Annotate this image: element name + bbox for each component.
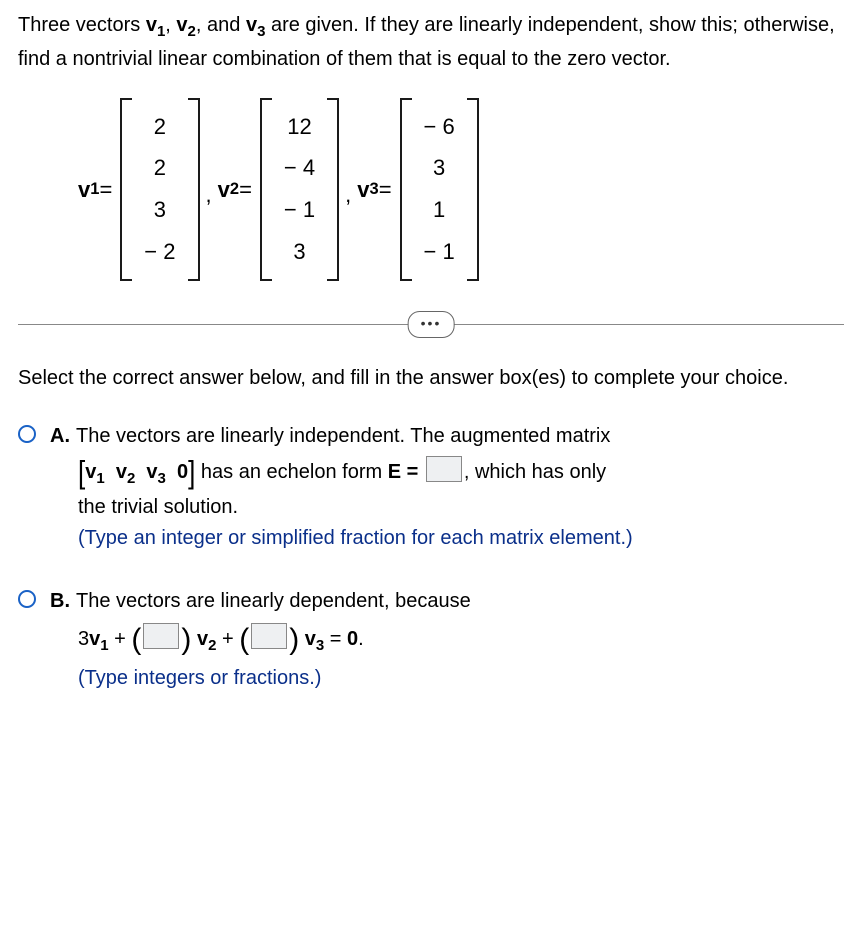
rbracket-icon: ] bbox=[188, 448, 195, 496]
sep2: , bbox=[345, 178, 351, 211]
option-a[interactable]: A. The vectors are linearly independent. … bbox=[18, 421, 844, 554]
question-text: Three vectors v1, v2, and v3 are given. … bbox=[18, 10, 844, 74]
instructions: Select the correct answer below, and fil… bbox=[18, 363, 844, 393]
bracket-left-icon bbox=[260, 98, 274, 281]
opt-b-t1: The vectors are linearly dependent, beca… bbox=[76, 590, 471, 612]
bracket-right-icon bbox=[465, 98, 479, 281]
bracket-left-icon bbox=[120, 98, 134, 281]
sep1: , bbox=[206, 178, 212, 211]
bracket-right-icon bbox=[325, 98, 339, 281]
option-b[interactable]: B. The vectors are linearly dependent, be… bbox=[18, 586, 844, 695]
v3-label: v3 = bbox=[357, 173, 391, 206]
opt-a-letter: A. bbox=[50, 425, 70, 447]
v2-label: v2 = bbox=[218, 173, 252, 206]
q-c2: , and bbox=[196, 14, 246, 36]
q-v2: v bbox=[176, 14, 187, 36]
q-v1: v bbox=[146, 14, 157, 36]
rparen-icon: ) bbox=[289, 623, 299, 656]
answer-box-echelon[interactable] bbox=[426, 456, 462, 482]
q-l1a: Three vectors bbox=[18, 14, 146, 36]
opt-b-letter: B. bbox=[50, 590, 70, 612]
divider: ••• bbox=[18, 311, 844, 339]
lparen-icon: ( bbox=[131, 623, 141, 656]
v2-matrix: 12 − 4 − 1 3 bbox=[260, 98, 339, 281]
ellipsis-icon[interactable]: ••• bbox=[408, 311, 455, 338]
radio-b[interactable] bbox=[18, 590, 36, 608]
bracket-right-icon bbox=[186, 98, 200, 281]
q-l1b: are given. If they are linearly independ… bbox=[265, 14, 643, 36]
v1-label: v1 = bbox=[78, 173, 112, 206]
radio-a[interactable] bbox=[18, 425, 36, 443]
vectors-display: v1 = 2 2 3 − 2 , v2 = 12 − 4 − 1 3 , v3 … bbox=[78, 98, 844, 281]
q-c1: , bbox=[165, 14, 176, 36]
opt-a-t2a: has an echelon form bbox=[195, 461, 387, 483]
opt-b-hint: (Type integers or fractions.) bbox=[78, 667, 321, 689]
opt-a-t3: the trivial solution. bbox=[78, 496, 238, 518]
q-v3: v bbox=[246, 14, 257, 36]
bracket-left-icon bbox=[400, 98, 414, 281]
v1-matrix: 2 2 3 − 2 bbox=[120, 98, 199, 281]
answer-box-coef-v3[interactable] bbox=[251, 623, 287, 649]
answer-box-coef-v2[interactable] bbox=[143, 623, 179, 649]
rparen-icon: ) bbox=[181, 623, 191, 656]
v3-matrix: − 6 3 1 − 1 bbox=[400, 98, 479, 281]
lparen-icon: ( bbox=[239, 623, 249, 656]
lbracket-icon: [ bbox=[78, 448, 85, 496]
opt-a-t1: The vectors are linearly independent. Th… bbox=[76, 425, 610, 447]
opt-a-t2c: , which has only bbox=[464, 461, 606, 483]
opt-a-hint: (Type an integer or simplified fraction … bbox=[78, 527, 633, 549]
q-s2: 2 bbox=[188, 23, 196, 40]
